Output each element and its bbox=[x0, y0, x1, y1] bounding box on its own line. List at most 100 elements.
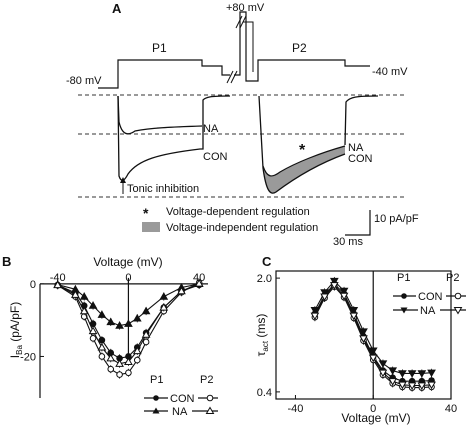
panel-b-data-point bbox=[71, 290, 80, 298]
panel-c-ytick-label: 2.0 bbox=[257, 273, 272, 285]
panel-b-ylabel-sub: Ba bbox=[15, 345, 24, 355]
panel-b-data-point bbox=[142, 338, 150, 346]
panel-a: A P1 P2 -80 mV +80 mV -40 mV NA CON NA C… bbox=[66, 1, 419, 248]
panel-b-data-point bbox=[124, 357, 133, 366]
panel-c-data-point bbox=[398, 370, 407, 378]
panel-b-data-point bbox=[133, 356, 141, 364]
panel-c: C Voltage (mV) τact (ms) -40 0 40 2.0 0.4 P1… bbox=[254, 254, 466, 425]
panel-c-legend-con-open-marker bbox=[454, 292, 462, 300]
panel-c-legend-na-open-marker bbox=[453, 307, 463, 315]
legend-voltage-independent-label: Voltage-independent regulation bbox=[166, 222, 318, 234]
panel-b-data-point bbox=[177, 286, 186, 295]
panel-b-legend-con-filled-marker bbox=[153, 395, 159, 401]
trace-label-con-p2: CON bbox=[348, 153, 373, 165]
panel-c-data-point bbox=[310, 312, 320, 321]
scale-bar-time-label: 30 ms bbox=[333, 236, 363, 248]
panel-c-data-point bbox=[427, 369, 436, 378]
protocol-label-p1: P1 bbox=[152, 41, 167, 55]
panel-b-data-point bbox=[88, 301, 98, 309]
legend-star-symbol: * bbox=[143, 205, 149, 221]
panel-c-ylabel-main: τ bbox=[254, 351, 268, 356]
panel-b-ytick-label: 0 bbox=[30, 279, 36, 291]
panel-c-data-point bbox=[359, 335, 368, 344]
panel-a-label: A bbox=[112, 1, 122, 16]
panel-c-data-point bbox=[388, 378, 398, 386]
protocol-label-prepulse: +80 mV bbox=[226, 2, 265, 14]
panel-c-ylabel-sub: act bbox=[261, 340, 270, 351]
panel-b-data-point bbox=[88, 326, 98, 335]
panel-c-data-point bbox=[407, 370, 417, 378]
panel-b-data-point bbox=[97, 310, 107, 318]
panel-c-frame bbox=[275, 270, 452, 400]
panel-b-data-point bbox=[124, 319, 133, 327]
shaded-voltage-independent bbox=[264, 146, 345, 194]
panel-b-ylabel-main: I bbox=[8, 355, 22, 358]
panel-c-legend: P1 P2 CON NA bbox=[393, 272, 466, 317]
protocol-label-hold-left: -80 mV bbox=[66, 75, 102, 87]
panel-c-plot: -40 0 40 2.0 0.4 bbox=[257, 271, 457, 415]
panel-c-data-point bbox=[359, 328, 368, 336]
scale-bar bbox=[345, 210, 371, 236]
panel-b-plot: -40 0 40 0 -20 bbox=[20, 272, 208, 398]
panel-c-ylabel: τact (ms) bbox=[254, 314, 270, 357]
panel-c-data-point bbox=[388, 367, 398, 376]
panel-c-data-point bbox=[427, 381, 436, 390]
panel-c-data-point bbox=[349, 306, 359, 315]
panel-b-legend-p2: P2 bbox=[200, 374, 213, 386]
panel-c-ylabel-rest: (ms) bbox=[254, 314, 268, 341]
panel-b-data-point bbox=[141, 306, 151, 315]
trace-p2-tail bbox=[344, 95, 379, 146]
protocol-trace bbox=[98, 11, 370, 89]
svg-text:IBa (pA/pF): IBa (pA/pF) bbox=[8, 302, 24, 358]
panel-b-data-point bbox=[194, 279, 204, 287]
trace-p2-con bbox=[258, 95, 346, 194]
panel-b-legend-con-label: CON bbox=[170, 393, 195, 405]
trace-label-na-p2: NA bbox=[348, 142, 364, 154]
panel-b-data-point bbox=[53, 280, 63, 289]
panel-c-data-point bbox=[349, 312, 359, 321]
panel-b: B Voltage (mV) IBa (pA/pF) -40 0 40 0 -20 P1… bbox=[2, 254, 218, 418]
panel-b-data-point bbox=[106, 353, 116, 362]
panel-b-data-point bbox=[159, 292, 169, 300]
panel-c-data-point bbox=[368, 354, 378, 363]
panel-b-data-point bbox=[116, 371, 123, 378]
panel-b-legend-na-label: NA bbox=[172, 406, 188, 418]
tonic-inhibition-label: Tonic inhibition bbox=[127, 183, 199, 195]
panel-c-data-point bbox=[368, 347, 378, 356]
panel-c-legend-na-filled-marker bbox=[400, 307, 408, 314]
panel-b-label: B bbox=[2, 254, 11, 269]
legend-gray-box bbox=[142, 222, 160, 232]
panel-b-ytick-label: -20 bbox=[20, 351, 36, 363]
panel-c-data-point bbox=[378, 369, 388, 378]
panel-b-xlabel: Voltage (mV) bbox=[93, 255, 162, 269]
panel-c-xtick-label: 40 bbox=[445, 403, 457, 415]
scale-bar-current-label: 10 pA/pF bbox=[374, 213, 419, 225]
panel-c-label: C bbox=[262, 254, 272, 269]
svg-text:τact (ms): τact (ms) bbox=[254, 314, 270, 357]
panel-b-ylabel-rest: (pA/pF) bbox=[8, 302, 22, 345]
panel-c-data-point bbox=[310, 306, 320, 315]
protocol-label-hold-right: -40 mV bbox=[372, 66, 408, 78]
panel-b-legend-na-filled-marker bbox=[152, 407, 160, 414]
panel-b-legend-con-open-marker bbox=[206, 394, 214, 402]
panel-b-data-point bbox=[115, 321, 124, 329]
trace-label-na-p1: NA bbox=[203, 123, 219, 135]
protocol-break-marks bbox=[226, 15, 247, 84]
panel-b-data-point bbox=[132, 313, 142, 322]
panel-c-data-point bbox=[417, 382, 427, 390]
panel-b-data-point bbox=[89, 335, 97, 342]
panel-b-legend: P1 P2 CON NA bbox=[144, 374, 218, 418]
panel-b-data-point bbox=[79, 306, 89, 315]
panel-b-data-point bbox=[115, 359, 124, 367]
panel-c-legend-con-label: CON bbox=[418, 291, 443, 303]
trace-label-con-p1: CON bbox=[203, 151, 228, 163]
panel-c-xlabel: Voltage (mV) bbox=[341, 411, 410, 425]
panel-b-data-point bbox=[159, 302, 169, 311]
panel-c-data-point bbox=[417, 370, 427, 378]
panel-c-legend-p2: P2 bbox=[446, 272, 459, 284]
panel-b-data-point bbox=[79, 292, 89, 300]
panel-b-data-point bbox=[106, 317, 116, 326]
panel-b-legend-p1: P1 bbox=[150, 374, 163, 386]
panel-b-xtick-label: 0 bbox=[125, 272, 131, 284]
panel-c-data-point bbox=[339, 292, 349, 301]
